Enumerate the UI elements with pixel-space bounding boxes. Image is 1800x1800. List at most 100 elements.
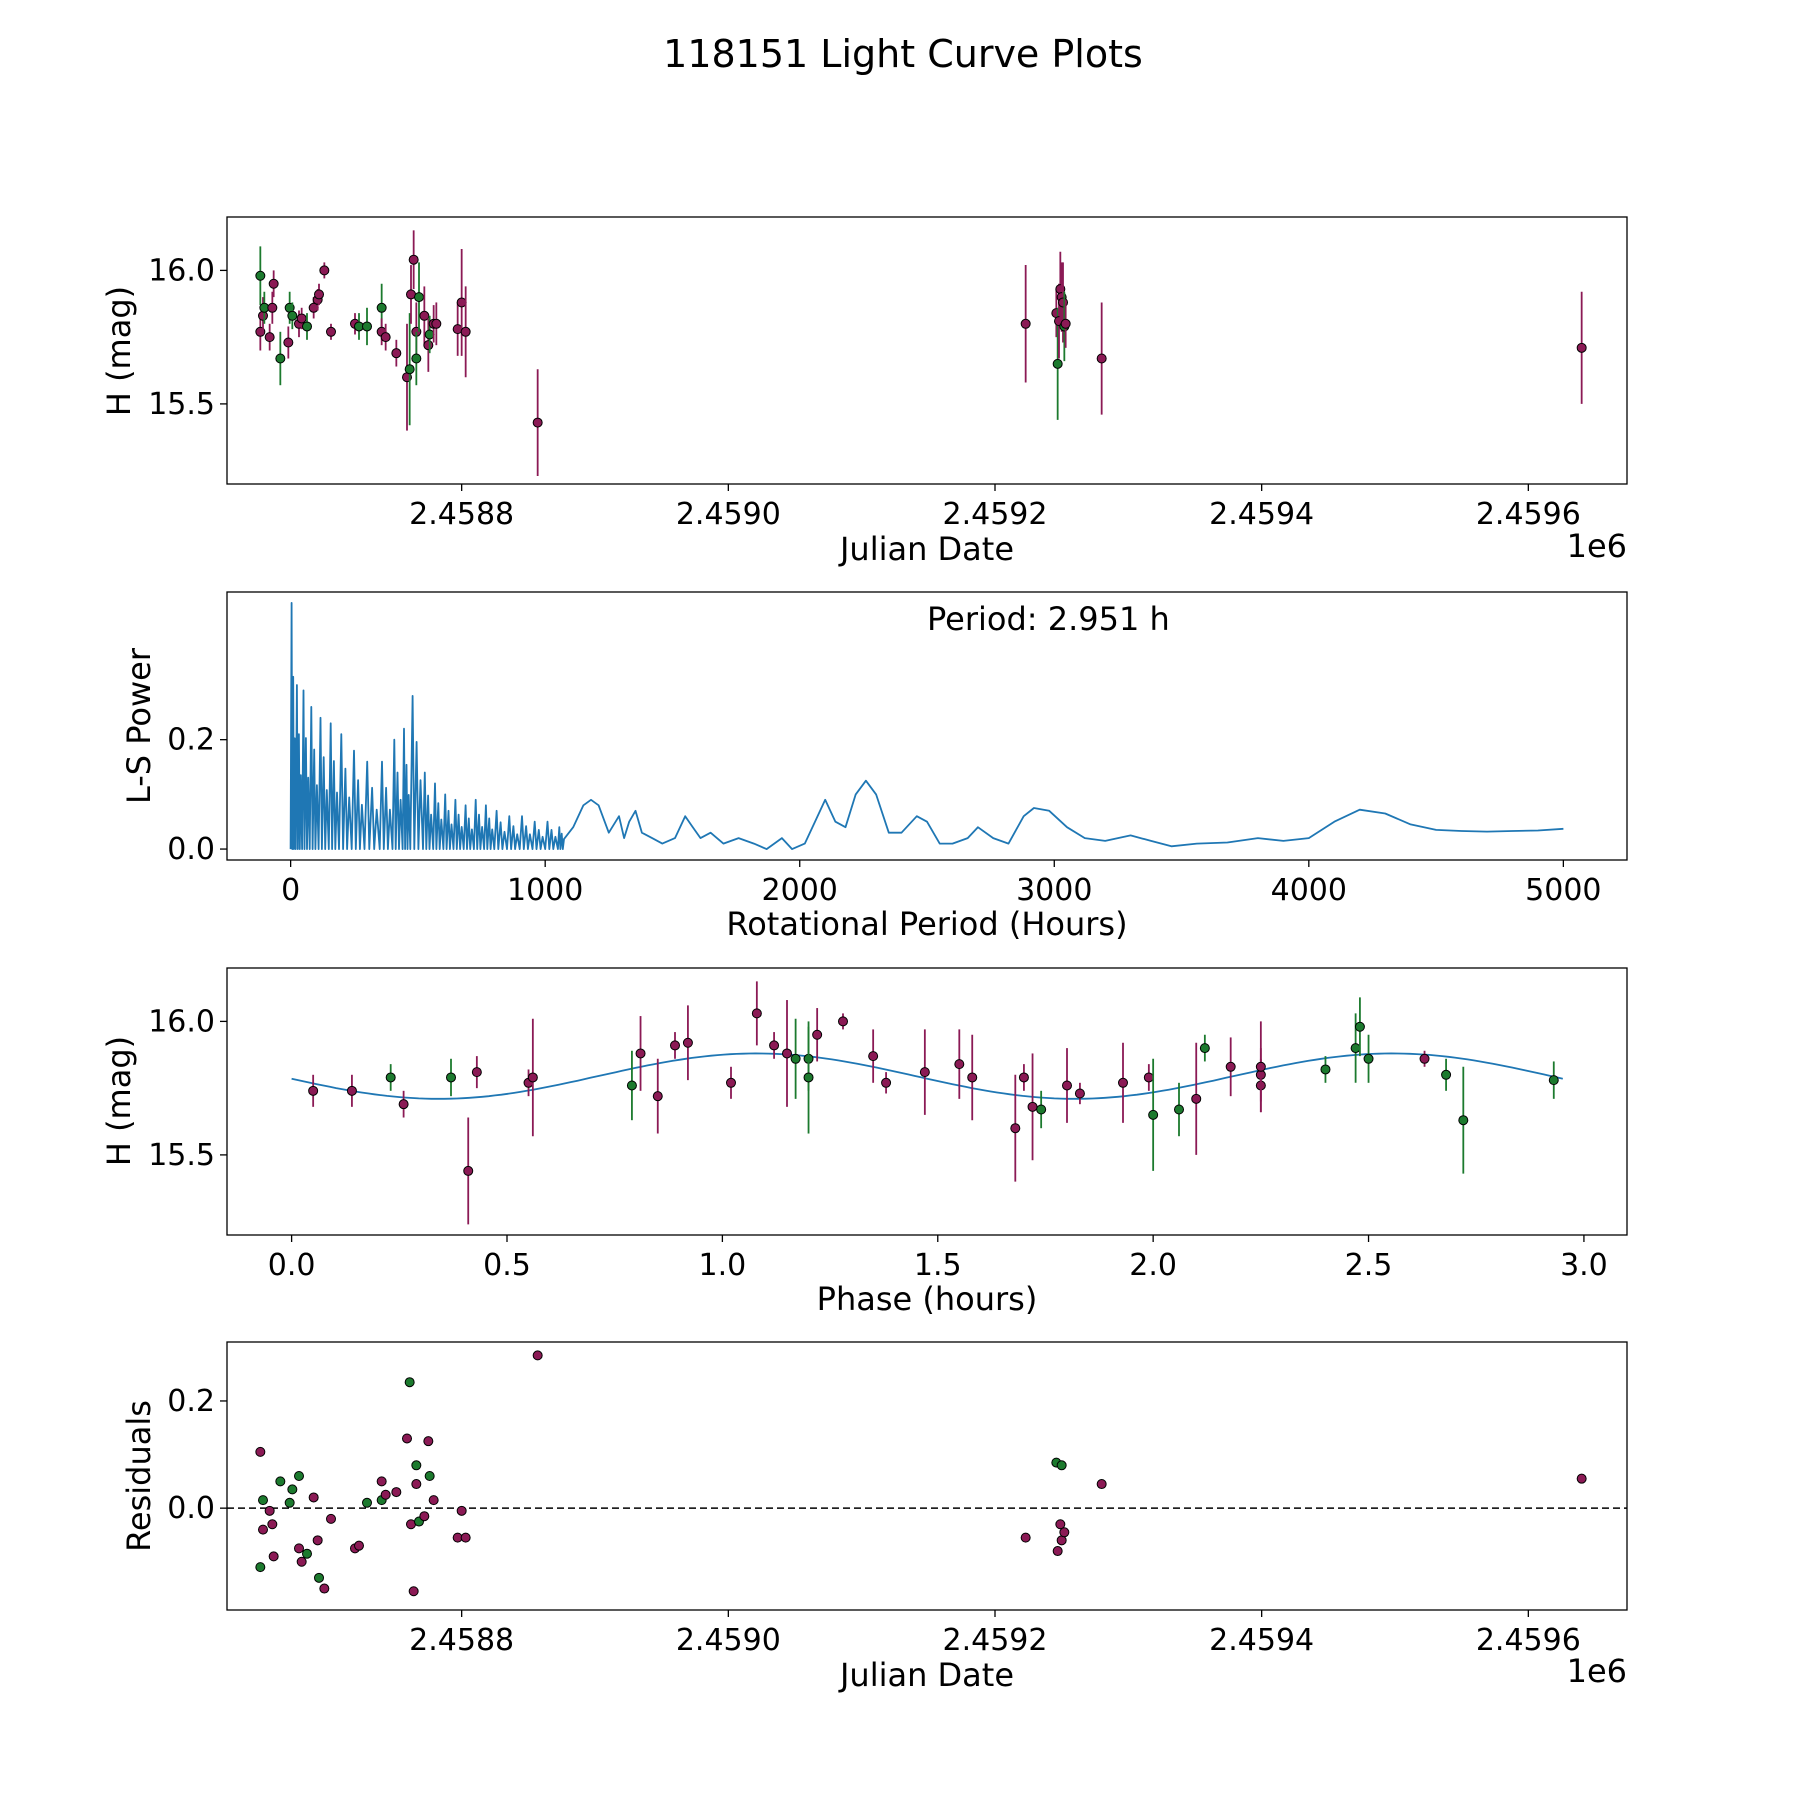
lc-data-point [391,348,402,359]
lc-data-point [1060,318,1071,329]
lc-data-point [460,326,471,337]
lc-data-point [1052,358,1063,369]
phase-xtick-label: 1.5 [914,1248,962,1283]
ls-xtick-label: 1000 [507,873,583,908]
resid-data-point [294,1471,304,1481]
resid-data-point [294,1543,304,1554]
resid-data-point [264,1505,275,1516]
resid-data-point [1020,1532,1031,1543]
phase-xtick-label: 2.0 [1129,1248,1177,1283]
lc-offset-label: 1e6 [1567,527,1627,565]
lc-data-point [411,353,422,364]
resid-xtick-label: 2.4588 [409,1623,514,1658]
phase-ytick-label: 15.5 [148,1138,215,1173]
phase-data-point [812,1029,823,1040]
panel-light-curve: 2.4588 2.4590 2.4592 2.4594 2.4596 15.5 16.0 J… [100,216,1628,568]
lc-data-point [404,364,415,375]
ls-ylabel: L-S Power [120,647,158,804]
resid-data-point [460,1532,471,1543]
phase-data-point [626,1080,637,1091]
phase-xtick-label: 0.0 [268,1248,316,1283]
lc-data-point [431,318,442,329]
phase-points-layer [308,981,1559,1225]
ls-period-annotation: Period: 2.951 h [927,600,1170,638]
resid-ylabel: Residuals [120,1400,158,1552]
lc-ticks-layer: 2.4588 2.4590 2.4592 2.4594 2.4596 15.5 16.0 [148,253,1581,532]
lc-data-point [258,310,268,321]
phase-data-point [1255,1061,1266,1072]
lc-ylabel: H (mag) [100,286,138,416]
resid-data-point [354,1540,364,1551]
resid-data-point [1055,1519,1066,1530]
phase-data-point [1027,1101,1038,1112]
resid-data-point [308,1492,319,1503]
lc-data-point [319,265,330,276]
phase-data-point [1458,1115,1469,1126]
phase-data-point [1036,1104,1047,1115]
resid-data-point [268,1551,279,1562]
phase-data-point [1191,1093,1202,1104]
phase-data-point [398,1099,409,1110]
phase-data-point [1548,1075,1559,1086]
phase-data-point [1118,1077,1128,1088]
ls-xtick-label: 0 [281,873,300,908]
resid-ytick-label: 0.2 [167,1384,215,1419]
resid-data-point [411,1479,422,1490]
phase-xtick-label: 3.0 [1560,1248,1608,1283]
phase-data-point [385,1072,396,1083]
ls-xtick-label: 2000 [762,873,838,908]
phase-data-point [782,1048,792,1059]
phase-data-point [1148,1109,1159,1120]
resid-data-point [532,1350,543,1361]
figure-title: 118151 Light Curve Plots [663,32,1143,76]
lc-data-point [267,302,278,313]
lc-data-point [1576,342,1587,353]
resid-data-point [362,1497,372,1508]
phase-xlabel: Phase (hours) [817,1280,1038,1318]
ls-xtick-label: 3000 [1016,873,1092,908]
resid-data-point [391,1487,402,1498]
lc-data-point [414,292,424,303]
lc-data-point [268,278,279,289]
lc-data-point [423,340,434,351]
phase-data-point [635,1048,646,1059]
ls-xlabel: Rotational Period (Hours) [726,905,1127,943]
lc-xtick-label: 2.4590 [676,497,781,532]
resid-data-point [267,1519,278,1530]
phase-data-point [769,1040,780,1051]
resid-data-point [314,1572,324,1583]
phase-data-point [670,1040,680,1051]
resid-data-point [428,1495,439,1506]
phase-data-point [308,1085,319,1096]
phase-data-point [868,1051,879,1062]
phase-data-point [1320,1064,1331,1075]
phase-data-point [527,1072,538,1083]
lc-xtick-label: 2.4596 [1476,497,1581,532]
lc-data-point [283,337,294,348]
phase-data-point [790,1053,801,1064]
resid-data-point [319,1583,330,1594]
resid-data-point [419,1511,430,1522]
resid-data-point [255,1562,266,1573]
ls-power-line [289,602,1564,850]
lc-data-point [255,270,266,281]
phase-data-point [967,1072,978,1083]
resid-data-point [423,1436,434,1447]
lc-xtick-label: 2.4594 [1209,497,1314,532]
phase-ytick-label: 16.0 [148,1004,215,1039]
resid-data-point [456,1505,467,1516]
resid-data-point [1096,1479,1107,1490]
phase-ticks-layer: 0.0 0.5 1.0 1.5 2.0 2.5 3.0 15.5 16.0 [148,1004,1608,1283]
resid-data-point [411,1460,422,1471]
phase-data-point [346,1085,357,1096]
phase-data-point [803,1072,814,1083]
lc-xtick-label: 2.4588 [409,497,514,532]
phase-data-point [919,1067,930,1078]
resid-data-point [1059,1527,1070,1538]
phase-data-point [954,1059,965,1070]
resid-data-point [376,1476,387,1487]
phase-data-point [838,1016,848,1027]
resid-data-point [284,1497,295,1508]
resid-xtick-label: 2.4594 [1209,1623,1314,1658]
ls-xtick-label: 5000 [1525,873,1601,908]
